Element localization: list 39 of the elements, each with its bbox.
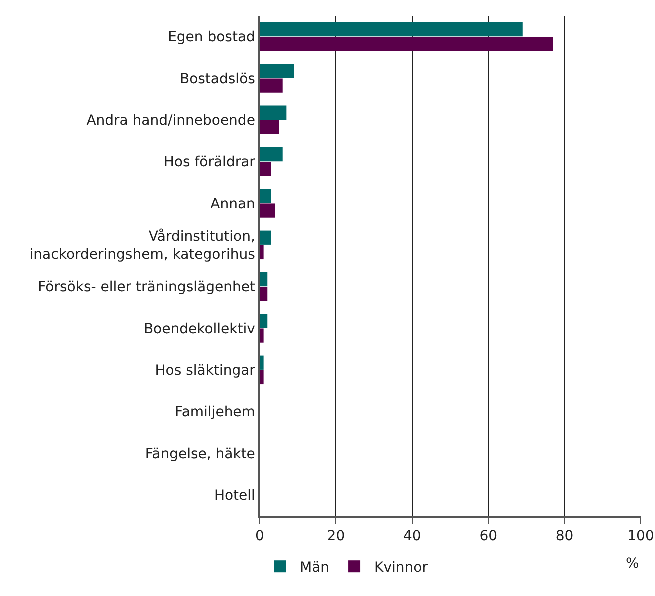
x-tick-label: 0 bbox=[256, 528, 264, 545]
bar bbox=[260, 64, 294, 78]
x-tick-label: 40 bbox=[403, 528, 422, 545]
bar bbox=[260, 189, 272, 204]
legend-label: Kvinnor bbox=[374, 560, 428, 576]
x-tick-label: 60 bbox=[480, 528, 498, 545]
y-tick-label: Bostadslös bbox=[180, 71, 256, 88]
y-tick-label: Andra hand/inneboende bbox=[86, 113, 256, 130]
bar bbox=[260, 22, 523, 37]
bar bbox=[260, 78, 283, 93]
x-tick-label: 20 bbox=[327, 528, 346, 545]
bar bbox=[260, 162, 272, 176]
y-tick-label: Familjehem bbox=[175, 404, 256, 421]
y-tick-label: Egen bostad bbox=[168, 30, 256, 46]
bar bbox=[260, 147, 283, 162]
bar bbox=[260, 204, 276, 218]
x-axis-title: % bbox=[626, 556, 640, 572]
y-tick-label: Boendekollektiv bbox=[144, 321, 256, 338]
y-tick-label: Hotell bbox=[214, 488, 256, 504]
bar bbox=[260, 287, 268, 302]
bar bbox=[260, 106, 287, 120]
bar bbox=[260, 328, 264, 343]
bar bbox=[260, 272, 268, 287]
bar bbox=[260, 120, 280, 135]
bar bbox=[260, 314, 268, 328]
y-tick-label: Vårdinstitution, inackorderingshem, kategorihus bbox=[30, 228, 256, 264]
x-tick-label: 100 bbox=[628, 528, 654, 545]
y-tick-label: Fängelse, häkte bbox=[145, 446, 256, 462]
y-tick-label: Hos släktingar bbox=[155, 363, 256, 380]
bar bbox=[260, 37, 554, 52]
legend-label: Män bbox=[300, 560, 330, 576]
bar bbox=[260, 370, 264, 385]
bar bbox=[260, 245, 264, 260]
y-tick-label: Försöks- eller träningslägenhet bbox=[38, 280, 256, 296]
bar bbox=[260, 230, 272, 245]
bar bbox=[260, 356, 264, 370]
y-tick-label: Hos föräldrar bbox=[164, 154, 256, 171]
x-tick-label: 80 bbox=[556, 528, 574, 545]
y-tick-label: Annan bbox=[210, 196, 256, 212]
